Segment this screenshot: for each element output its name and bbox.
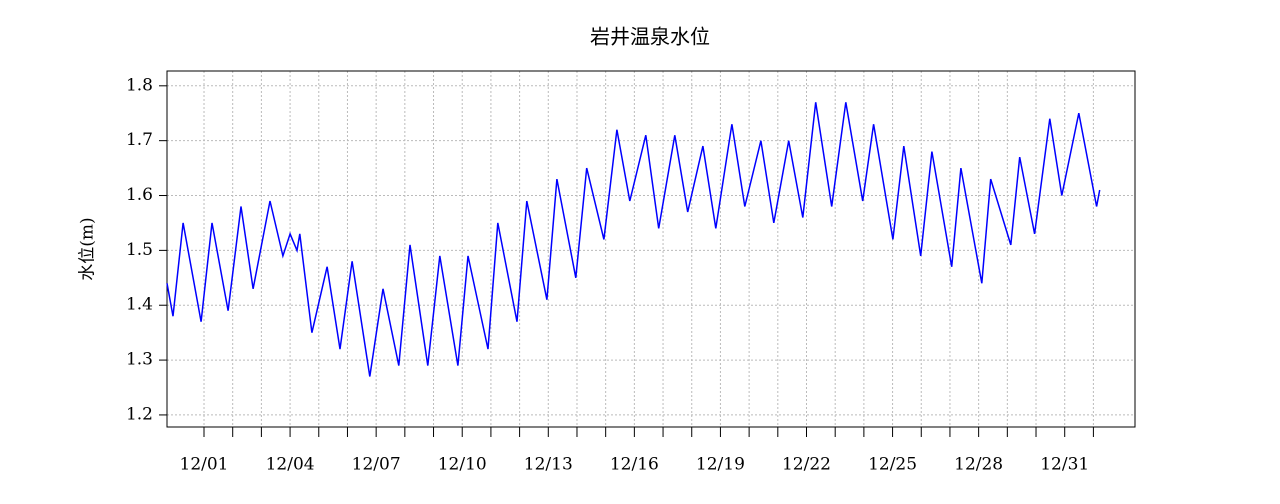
y-tick-label: 1.5 [126, 240, 153, 260]
chart-title: 岩井温泉水位 [590, 25, 710, 49]
data-line [166, 102, 1101, 377]
x-tick-label: 12/25 [868, 455, 917, 475]
x-tick-label: 12/16 [610, 455, 659, 475]
x-tick-label: 12/22 [782, 455, 831, 475]
x-tick-label: 12/28 [954, 455, 1003, 475]
y-tick-label: 1.6 [126, 185, 153, 205]
y-tick-label: 1.8 [126, 75, 153, 95]
plot-frame [166, 70, 1136, 428]
x-tick-label: 12/31 [1040, 455, 1089, 475]
x-tick-label: 12/07 [352, 455, 401, 475]
x-tick-label: 12/01 [180, 455, 229, 475]
x-tick-label: 12/13 [524, 455, 573, 475]
y-tick-label: 1.7 [126, 130, 153, 150]
x-tick-label: 12/19 [696, 455, 745, 475]
y-tick-label: 1.2 [126, 404, 153, 424]
y-axis-label: 水位(m) [78, 217, 98, 280]
x-tick-label: 12/10 [438, 455, 487, 475]
y-tick-label: 1.3 [126, 350, 153, 370]
y-tick-label: 1.4 [126, 295, 153, 315]
x-tick-label: 12/04 [266, 455, 315, 475]
